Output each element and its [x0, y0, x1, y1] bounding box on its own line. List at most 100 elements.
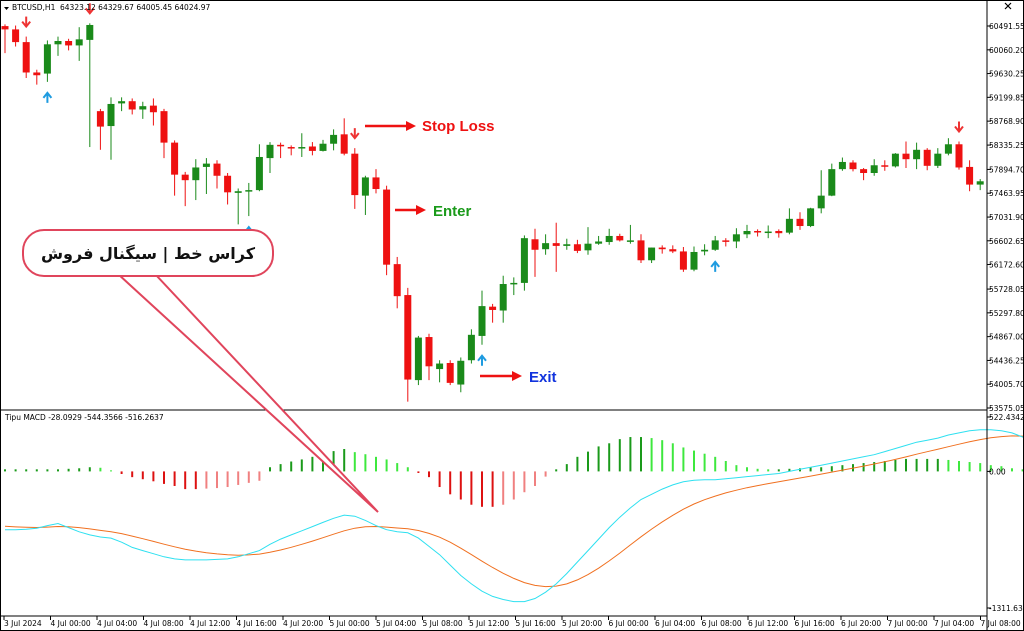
bearish-candle [393, 264, 401, 297]
bearish-candle [616, 235, 624, 241]
time-tick-label: 3 Jul 2024 [4, 619, 42, 628]
bearish-candle [531, 239, 539, 250]
bearish-candle [308, 146, 316, 151]
price-tick-label: 57894.70 [989, 165, 1024, 174]
bullish-candle [711, 240, 719, 250]
sell-arrow-head [85, 7, 95, 15]
time-tick-label: 6 Jul 12:00 [748, 619, 788, 628]
time-tick-label: 4 Jul 04:00 [97, 619, 137, 628]
macd-panel [4, 429, 1024, 603]
bullish-candle [510, 282, 518, 285]
price-tick-label: 59630.25 [989, 70, 1024, 79]
bearish-candle [881, 165, 889, 167]
bullish-candle [266, 144, 274, 159]
time-tick-label: 6 Jul 04:00 [655, 619, 695, 628]
chevron-down-icon [4, 7, 9, 10]
macd-main-line [5, 429, 1024, 603]
price-tick-label: 58768.90 [989, 117, 1024, 126]
bullish-candle [605, 235, 613, 243]
bearish-candle [552, 243, 560, 246]
bearish-candle [33, 72, 41, 76]
bearish-candle [277, 144, 285, 147]
exit-label: Exit [529, 369, 557, 386]
bearish-candle [425, 337, 433, 367]
time-tick-label: 4 Jul 20:00 [283, 619, 323, 628]
macd-header-label: Tipu MACD -28.0929 -544.3566 -516.2637 [4, 413, 164, 422]
bearish-candle [160, 111, 168, 143]
bearish-candle [902, 153, 910, 160]
quote-label: 64323.12 64329.67 64005.45 64024.97 [60, 3, 211, 12]
bullish-candle [255, 156, 263, 191]
bullish-candle [595, 241, 603, 244]
bullish-candle [319, 143, 327, 151]
time-tick-label: 4 Jul 16:00 [237, 619, 277, 628]
time-tick-label: 7 Jul 04:00 [934, 619, 974, 628]
bearish-candle [213, 163, 221, 176]
bearish-candle [775, 230, 783, 234]
symbol-label: BTCUSD,H1 [12, 3, 56, 12]
bullish-candle [361, 177, 369, 196]
bearish-candle [849, 162, 857, 170]
price-tick-label: 54867.00 [989, 333, 1024, 342]
bullish-candle [298, 147, 306, 149]
time-tick-label: 6 Jul 08:00 [702, 619, 742, 628]
macd-tick-label: 0.00 [989, 467, 1006, 476]
bullish-candle [330, 134, 338, 144]
bullish-candle [690, 251, 698, 270]
bearish-candle [12, 29, 20, 43]
bearish-candle [446, 362, 454, 383]
bullish-candle [478, 306, 486, 336]
bullish-candle [944, 144, 952, 154]
bearish-candle [722, 240, 730, 242]
stop-loss-label: Stop Loss [422, 118, 495, 135]
bullish-candle [414, 337, 422, 381]
bearish-candle [796, 218, 804, 227]
bearish-candle [679, 251, 687, 270]
bearish-candle [224, 175, 232, 193]
bearish-candle [669, 249, 677, 252]
price-tick-label: 55728.05 [989, 285, 1024, 294]
bullish-candle [542, 243, 550, 250]
close-x-icon[interactable] [1004, 2, 1012, 10]
bullish-candle [43, 44, 51, 74]
price-tick-label: 56172.60 [989, 261, 1024, 270]
bearish-candle [351, 153, 359, 196]
bullish-candle [86, 24, 94, 40]
bullish-candle [457, 360, 465, 385]
bullish-candle [626, 240, 634, 242]
bearish-candle [573, 244, 581, 251]
time-tick-label: 5 Jul 16:00 [516, 619, 556, 628]
exit-arrow-head [512, 371, 522, 381]
bearish-candle [96, 111, 104, 127]
annotations: Stop Loss Enter Exit [115, 118, 557, 513]
bearish-candle [65, 40, 73, 46]
sell-arrow-head [350, 132, 360, 140]
bullish-candle [828, 169, 836, 196]
bullish-candle [54, 40, 62, 45]
bullish-candle [976, 181, 984, 185]
bullish-candle [467, 334, 475, 361]
macd-tick-label: 522.4342 [989, 413, 1024, 422]
bullish-candle [118, 101, 126, 104]
time-tick-label: 6 Jul 00:00 [609, 619, 649, 628]
bearish-candle [171, 142, 179, 175]
bullish-candle [499, 284, 507, 311]
bullish-candle [807, 208, 815, 227]
price-tick-label: 59199.85 [989, 93, 1024, 102]
bullish-candle [75, 39, 83, 46]
bullish-candle [913, 149, 921, 160]
bullish-candle [817, 195, 825, 209]
bearish-candle [1, 26, 9, 30]
price-tick-label: 60491.55 [989, 22, 1024, 31]
bullish-candle [520, 238, 528, 283]
time-tick-label: 7 Jul 08:00 [981, 619, 1021, 628]
buy-arrow-head [42, 91, 53, 99]
bearish-candle [860, 169, 868, 173]
price-tick-label: 58335.25 [989, 141, 1024, 150]
stop-loss-arrow-head [406, 121, 416, 131]
price-tick-label: 57031.90 [989, 213, 1024, 222]
price-tick-label: 57463.95 [989, 189, 1024, 198]
time-tick-label: 4 Jul 12:00 [190, 619, 230, 628]
bearish-candle [149, 105, 157, 113]
